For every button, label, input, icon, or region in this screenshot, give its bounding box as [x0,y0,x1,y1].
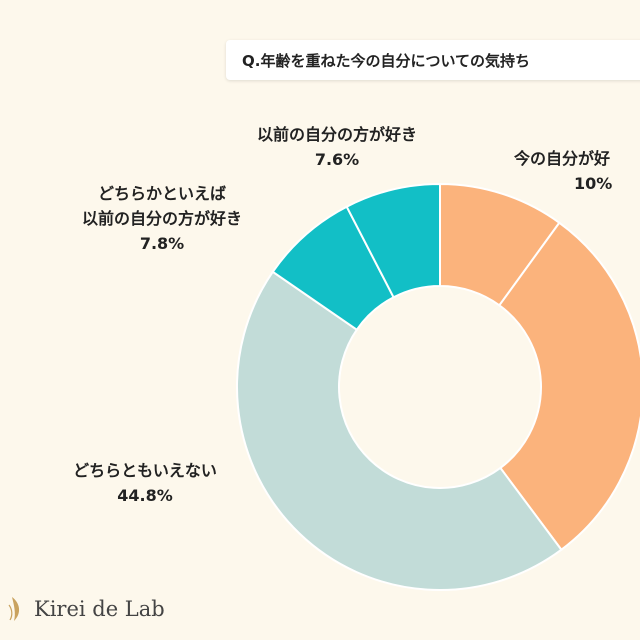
label-now-like-value: 10% [574,174,613,193]
donut-slice-1 [497,221,640,552]
label-neither: どちらともいえない 44.8% [40,458,250,508]
brand-logo: Kirei de Lab [6,594,165,624]
label-now-like: 今の自分が好 10% [514,146,612,196]
chart-title: Q.年齢を重ねた今の自分についての気持ち [242,51,531,70]
donut-slices [236,182,640,591]
label-neither-text: どちらともいえない [73,461,217,480]
label-somewhat-former-text1: どちらかといえば [97,184,226,203]
label-somewhat-former: どちらかといえば 以前の自分の方が好き 7.8% [62,181,262,256]
donut-slice-4 [345,182,441,299]
label-now-like-text: 今の自分が好 [514,149,611,168]
chart-title-box: Q.年齢を重ねた今の自分についての気持ち [226,40,640,80]
label-former: 以前の自分の方が好き 7.6% [232,122,442,172]
logo-text: Kirei de Lab [34,597,165,621]
label-former-text: 以前の自分の方が好き [256,125,417,144]
label-somewhat-former-text2: 以前の自分の方が好き [81,209,242,228]
leaf-icon [8,597,20,621]
donut-slice-2 [236,270,563,591]
label-neither-value: 44.8% [117,486,173,505]
label-somewhat-former-value: 7.8% [139,234,185,253]
label-former-value: 7.6% [314,150,360,169]
